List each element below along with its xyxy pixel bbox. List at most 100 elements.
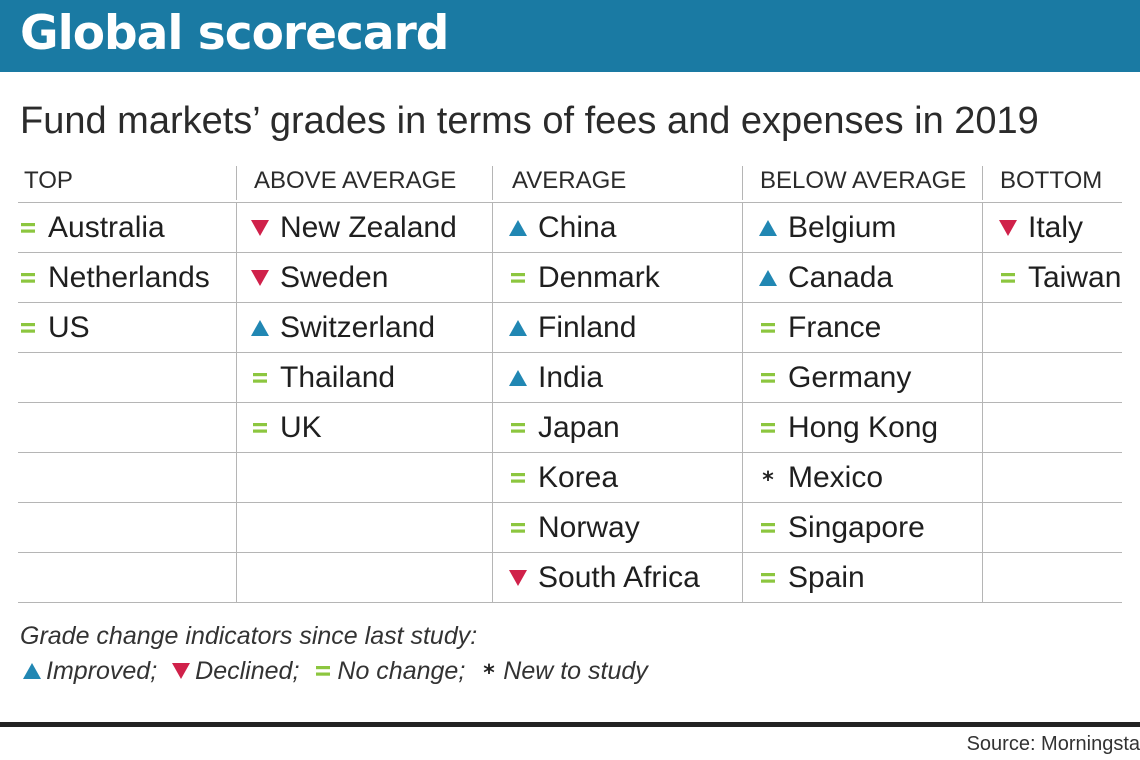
improved-triangle-icon [508,318,528,338]
equals-icon [758,368,778,388]
country-name: South Africa [538,561,700,594]
country-name: Canada [788,261,894,294]
legend-item-declined: Declined; [171,657,299,686]
equals-icon [18,218,38,238]
equals-icon [508,268,528,288]
row-divider [18,552,1122,553]
row-divider [18,402,1122,403]
improved-triangle-icon [508,368,528,388]
country-name: China [538,211,617,244]
header-divider [982,166,983,200]
equals-icon [758,518,778,538]
source-note: Source: Morningsta [966,733,1140,755]
country-cell: South Africa [508,554,700,602]
country-cell: India [508,354,603,402]
svg-text:*: * [484,661,496,681]
chart-title: Global scorecard [20,6,449,61]
country-name: Italy [1028,211,1084,244]
equals-icon [18,318,38,338]
equals-icon [313,661,333,681]
column-divider [742,202,743,602]
country-name: New Zealand [280,211,457,244]
row-divider [18,252,1122,253]
equals-icon [508,418,528,438]
column-header-average: AVERAGE [512,167,627,194]
declined-triangle-icon [171,661,191,681]
declined-triangle-icon [508,568,528,588]
country-name: Singapore [788,511,925,544]
equals-icon [758,318,778,338]
country-name: France [788,311,882,344]
country-name: UK [280,411,322,444]
improved-triangle-icon [758,268,778,288]
country-name: Japan [538,411,620,444]
header-divider [742,166,743,200]
country-cell: Sweden [250,254,388,302]
country-cell: Hong Kong [758,404,938,452]
country-cell: US [18,304,90,352]
legend: Improved; Declined; No change; * New to … [22,655,662,687]
legend-heading: Grade change indicators since last study… [20,622,478,650]
country-cell: Germany [758,354,911,402]
country-cell: Japan [508,404,620,452]
column-divider [236,202,237,602]
country-cell: * Mexico [758,454,883,502]
improved-triangle-icon [22,661,42,681]
legend-label: No change; [337,656,466,685]
country-cell: Belgium [758,204,896,252]
country-cell: Thailand [250,354,395,402]
country-name: Hong Kong [788,411,939,444]
country-name: Belgium [788,211,897,244]
equals-icon [250,368,270,388]
legend-label: Declined; [195,656,300,685]
chart-subtitle: Fund markets’ grades in terms of fees an… [20,100,1039,142]
country-cell: UK [250,404,322,452]
country-cell: Denmark [508,254,660,302]
improved-triangle-icon [758,218,778,238]
country-name: Thailand [280,361,396,394]
country-cell: New Zealand [250,204,457,252]
legend-label: New to study [503,656,648,685]
column-divider [492,202,493,602]
country-name: Mexico [788,461,884,494]
column-header-bottom: BOTTOM [1000,167,1103,194]
row-divider [18,302,1122,303]
country-cell: Finland [508,304,636,352]
declined-triangle-icon [250,218,270,238]
improved-triangle-icon [508,218,528,238]
country-name: Australia [48,211,165,244]
country-name: Denmark [538,261,660,294]
column-header-top: TOP [24,167,73,194]
svg-text:*: * [762,468,774,488]
asterisk-icon: * [758,468,778,488]
row-divider [18,352,1122,353]
column-divider [982,202,983,602]
equals-icon [508,518,528,538]
improved-triangle-icon [250,318,270,338]
country-name: Germany [788,361,912,394]
country-name: Spain [788,561,865,594]
legend-item-new: * New to study [479,657,648,686]
column-header-below-average: BELOW AVERAGE [760,167,967,194]
equals-icon [18,268,38,288]
declined-triangle-icon [250,268,270,288]
country-name: Netherlands [48,261,210,294]
country-name: US [48,311,90,344]
country-cell: Korea [508,454,618,502]
equals-icon [508,468,528,488]
country-name: Norway [538,511,640,544]
country-name: Sweden [280,261,389,294]
equals-icon [998,268,1018,288]
country-cell: France [758,304,881,352]
header-divider [236,166,237,200]
row-divider [18,502,1122,503]
equals-icon [250,418,270,438]
equals-icon [758,568,778,588]
country-name: Finland [538,311,637,344]
header-divider [492,166,493,200]
column-header-above-average: ABOVE AVERAGE [254,167,457,194]
country-cell: China [508,204,616,252]
country-cell: Netherlands [18,254,210,302]
country-name: Taiwan [1028,261,1122,294]
country-cell: Taiwan [998,254,1121,302]
